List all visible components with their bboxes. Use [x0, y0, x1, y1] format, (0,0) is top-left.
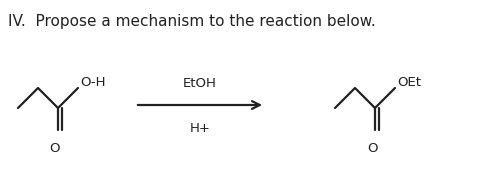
Text: O: O	[50, 142, 60, 155]
Text: O: O	[367, 142, 377, 155]
Text: O-H: O-H	[80, 76, 106, 89]
Text: EtOH: EtOH	[183, 77, 217, 90]
Text: IV.  Propose a mechanism to the reaction below.: IV. Propose a mechanism to the reaction …	[8, 14, 376, 29]
Text: OEt: OEt	[397, 76, 421, 89]
Text: H+: H+	[189, 122, 210, 135]
